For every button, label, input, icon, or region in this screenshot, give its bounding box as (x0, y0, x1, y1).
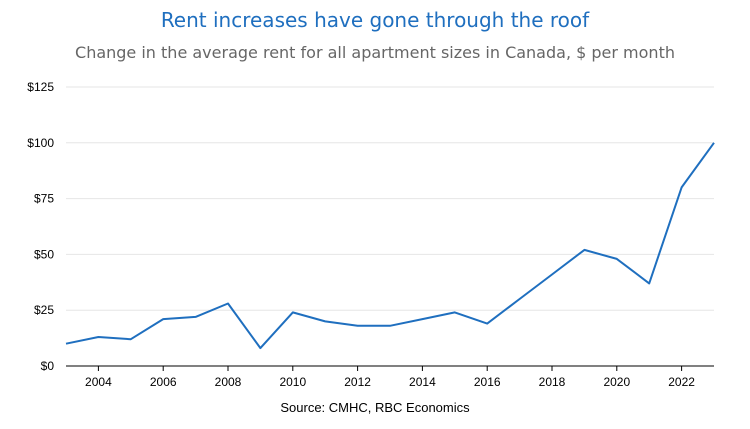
y-tick-label: $50 (34, 247, 54, 261)
data-point (227, 303, 229, 305)
data-point (551, 273, 553, 275)
data-point (486, 323, 488, 325)
x-tick-label: 2006 (150, 375, 177, 389)
data-point (454, 311, 456, 313)
data-point (583, 249, 585, 251)
data-point (713, 142, 715, 144)
y-tick-label: $75 (34, 192, 54, 206)
x-tick-label: 2020 (603, 375, 630, 389)
data-point (519, 298, 521, 300)
x-tick-label: 2022 (668, 375, 695, 389)
y-tick-label: $125 (27, 80, 54, 94)
data-point (97, 336, 99, 338)
data-point (292, 311, 294, 313)
y-tick-label: $25 (34, 303, 54, 317)
data-point (648, 282, 650, 284)
chart-source: Source: CMHC, RBC Economics (280, 400, 470, 415)
y-tick-label: $0 (41, 359, 55, 373)
data-point (130, 338, 132, 340)
data-point (324, 320, 326, 322)
data-point (259, 347, 261, 349)
data-point (389, 325, 391, 327)
y-tick-label: $100 (27, 136, 54, 150)
data-point (681, 186, 683, 188)
x-tick-label: 2018 (539, 375, 566, 389)
series-line (65, 142, 715, 350)
x-tick-label: 2008 (215, 375, 242, 389)
x-tick-label: 2010 (279, 375, 306, 389)
x-tick-label: 2004 (85, 375, 112, 389)
data-point (65, 343, 67, 345)
x-tick-label: 2016 (474, 375, 501, 389)
data-point (421, 318, 423, 320)
chart-subtitle: Change in the average rent for all apart… (75, 43, 675, 62)
x-tick-label: 2014 (409, 375, 436, 389)
data-point (162, 318, 164, 320)
data-point (357, 325, 359, 327)
x-tick-label: 2012 (344, 375, 371, 389)
chart-title: Rent increases have gone through the roo… (160, 8, 590, 32)
data-point (616, 258, 618, 260)
data-point (195, 316, 197, 318)
